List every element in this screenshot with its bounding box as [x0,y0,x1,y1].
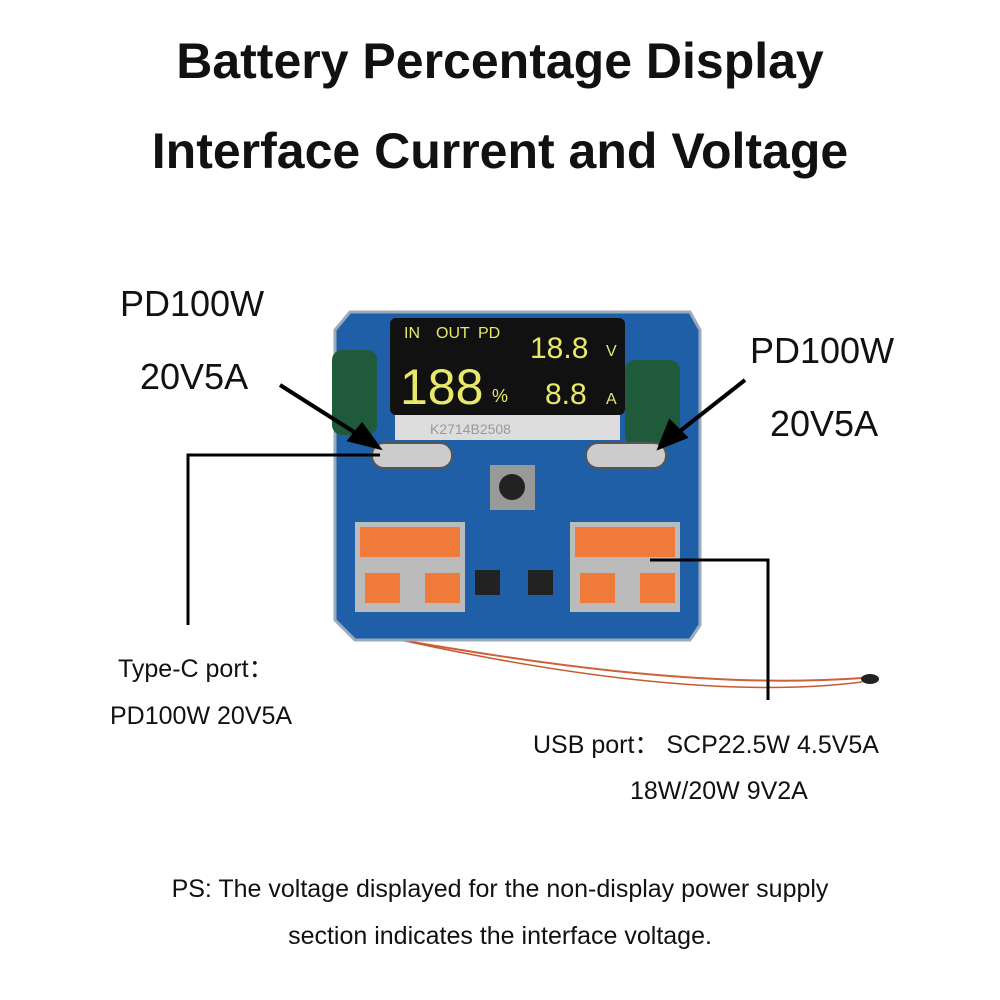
usb-tongue-left [360,527,460,557]
left-callout-power: PD100W [120,283,265,324]
typec-leader-line [186,453,380,625]
display-percent-digits: 188 [400,359,483,415]
typec-note-title: Type-C port： [118,655,274,683]
arrow-left [278,383,364,439]
thermistor-wire-2 [409,641,863,689]
display-voltage-unit: V [606,343,617,360]
display-pd-label: PD [478,325,500,342]
usb-tongue-right [575,527,675,557]
right-callout-power: PD100W [750,330,895,371]
capacitor-left [332,350,377,435]
ps-note-line-1: PS: The voltage displayed for the non-di… [171,875,829,903]
display-current: 8.8 [545,378,587,411]
thermistor-wire [399,639,863,682]
ps-note-line-2: section indicates the interface voltage. [288,922,712,950]
arrow-right [673,378,747,437]
typec-port-right [585,442,667,469]
left-callout-voltage: 20V5A [140,356,249,397]
display-serial: K2714B2508 [430,421,511,437]
usb-clip [640,573,675,603]
ic-chip [528,570,553,595]
thermistor-probe [861,674,879,684]
title-line-1: Battery Percentage Display [176,33,824,89]
typec-port-left [371,442,453,469]
lcd-display [390,318,625,415]
display-percent-sign: % [492,386,508,406]
typec-note-spec: PD100W 20V5A [110,702,293,730]
arrow-left-head [346,421,383,451]
usb-clip [425,573,460,603]
usb-note-spec: 18W/20W 9V2A [630,777,808,805]
display-out-label: OUT [436,325,470,342]
usb-clip [580,573,615,603]
display-current-unit: A [606,391,617,408]
title-line-2: Interface Current and Voltage [151,123,849,179]
arrow-right-head [656,418,689,451]
display-in-label: IN [404,325,420,342]
push-button [499,474,525,500]
usb-clip [365,573,400,603]
usb-leader-line [650,558,770,700]
capacitor-right [625,360,680,445]
display-voltage: 18.8 [530,332,588,365]
ic-chip [475,570,500,595]
right-callout-voltage: 20V5A [770,403,879,444]
usb-note-title: USB port： SCP22.5W 4.5V5A [533,731,879,759]
